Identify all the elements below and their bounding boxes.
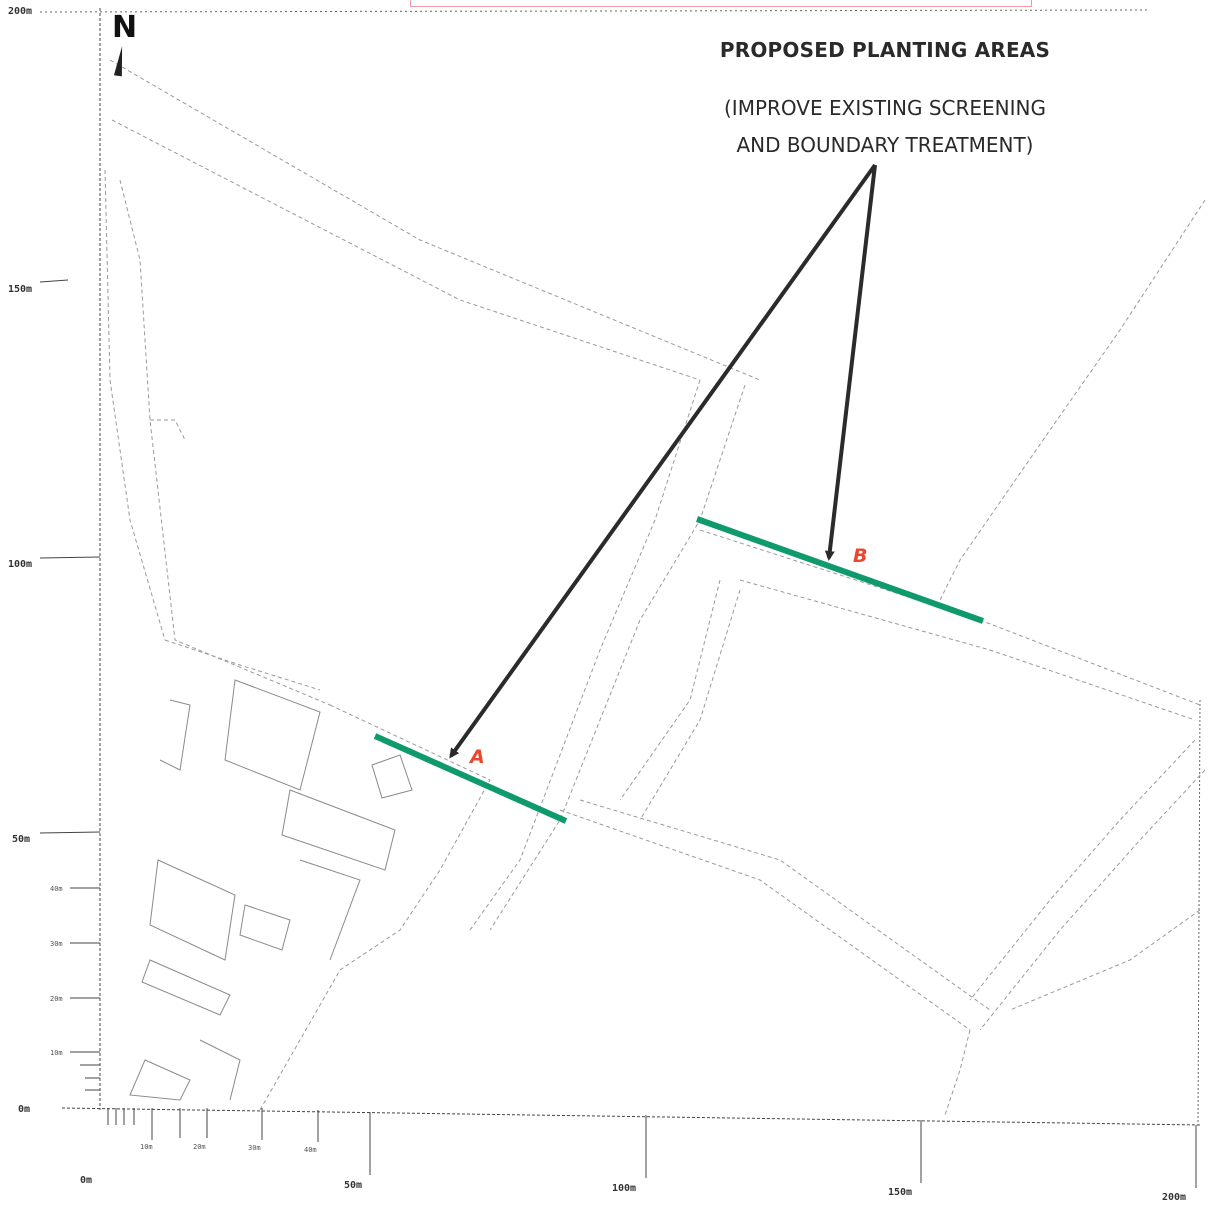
x-minor-label-30m: 30m — [248, 1144, 261, 1152]
y-minor-label-20m: 20m — [50, 995, 63, 1003]
scale-frame — [39, 8, 1201, 1188]
x-label-150m: 150m — [888, 1187, 913, 1198]
map-subtitle: (IMPROVE EXISTING SCREENING AND BOUNDARY… — [690, 90, 1080, 164]
planting-area-b-label: B — [853, 545, 868, 567]
building-outlines — [129, 679, 413, 1101]
north-label: N — [112, 10, 138, 45]
y-minor-label-30m: 30m — [50, 940, 63, 948]
y-label-100m: 100m — [8, 559, 33, 570]
arrow-to-area-b — [824, 164, 877, 561]
arrow-to-area-a — [449, 163, 877, 759]
title-block-edge — [410, 0, 1032, 7]
x-minor-label-10m: 10m — [140, 1143, 153, 1151]
x-label-0m: 0m — [80, 1175, 93, 1186]
planting-area-a-line — [373, 733, 568, 824]
x-minor-label-40m: 40m — [304, 1146, 317, 1154]
property-boundaries — [104, 59, 1206, 1116]
subtitle-line-2: AND BOUNDARY TREATMENT) — [736, 133, 1034, 157]
x-minor-label-20m: 20m — [193, 1143, 206, 1151]
x-label-200m: 200m — [1162, 1192, 1187, 1203]
y-label-0m: 0m — [18, 1104, 31, 1115]
planting-area-a-label: A — [470, 746, 485, 768]
planting-area-b-line — [695, 516, 985, 624]
y-minor-label-40m: 40m — [50, 885, 63, 893]
y-minor-label-10m: 10m — [50, 1049, 63, 1057]
y-label-50m: 50m — [12, 834, 31, 845]
x-label-100m: 100m — [612, 1183, 637, 1194]
map-title: PROPOSED PLANTING AREAS — [719, 38, 1051, 62]
x-label-50m: 50m — [344, 1180, 363, 1191]
subtitle-line-1: (IMPROVE EXISTING SCREENING — [724, 96, 1046, 120]
y-label-150m: 150m — [8, 284, 33, 295]
y-label-200m: 200m — [8, 6, 33, 17]
